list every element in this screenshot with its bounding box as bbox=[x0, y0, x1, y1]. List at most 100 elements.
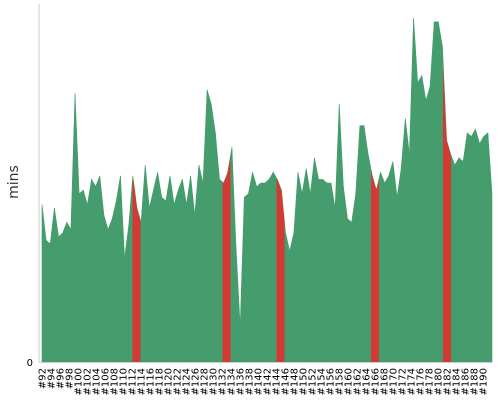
x-tick-label: #132 bbox=[218, 368, 229, 395]
area-segment bbox=[297, 172, 303, 363]
area-segment bbox=[107, 218, 113, 363]
x-tick-label: #94 bbox=[47, 368, 58, 389]
area-segment bbox=[78, 189, 84, 363]
x-tick-label: #136 bbox=[236, 368, 247, 395]
area-segment bbox=[438, 21, 443, 363]
area-segment bbox=[475, 129, 480, 363]
area-segment bbox=[182, 179, 187, 363]
area-segment bbox=[198, 165, 204, 363]
x-tick-label: #158 bbox=[335, 368, 346, 395]
x-tick-label: #152 bbox=[308, 368, 319, 395]
x-tick-label: #162 bbox=[353, 368, 364, 395]
x-tick-label: #108 bbox=[110, 368, 121, 395]
area-segment bbox=[70, 93, 76, 363]
x-tick-label: #182 bbox=[443, 368, 454, 395]
x-tick-label: #130 bbox=[209, 368, 220, 395]
area-segment bbox=[62, 222, 68, 363]
x-tick-label: #110 bbox=[119, 368, 130, 395]
y-tick-label: 0 bbox=[27, 358, 33, 369]
area-segment bbox=[413, 18, 418, 363]
x-tick-label: #178 bbox=[425, 368, 436, 395]
area-segment bbox=[99, 175, 105, 363]
area-segment bbox=[153, 172, 158, 363]
area-segment bbox=[343, 186, 348, 363]
failed-build-band bbox=[132, 179, 141, 362]
area-segment bbox=[82, 190, 88, 363]
area-segment bbox=[487, 132, 493, 363]
axes bbox=[38, 4, 492, 363]
area-segment bbox=[177, 179, 183, 363]
x-tick-label: #124 bbox=[182, 368, 193, 395]
area-segment bbox=[330, 182, 336, 363]
x-tick-label: #190 bbox=[479, 368, 490, 395]
x-tick-label: #140 bbox=[254, 368, 265, 395]
x-tick-label: #102 bbox=[83, 368, 94, 395]
x-tick-label: #114 bbox=[137, 368, 148, 395]
x-tick-label: #134 bbox=[227, 368, 238, 395]
area-segment bbox=[239, 197, 245, 363]
area-segment bbox=[186, 175, 191, 363]
area-segment bbox=[157, 172, 163, 363]
area-segment bbox=[334, 104, 340, 363]
area-segment bbox=[326, 182, 332, 363]
x-tick-label: #144 bbox=[272, 368, 283, 395]
area-segment bbox=[74, 93, 80, 363]
area-segment bbox=[289, 233, 295, 363]
x-tick-label: #186 bbox=[461, 368, 472, 395]
area-segment bbox=[49, 208, 55, 363]
area-segment bbox=[433, 21, 439, 363]
area-segment bbox=[305, 168, 311, 363]
x-tick-label: #170 bbox=[389, 368, 400, 395]
area-segment bbox=[206, 89, 212, 363]
failed-build-band bbox=[443, 59, 451, 363]
area-segment bbox=[347, 218, 352, 363]
area-segment bbox=[301, 168, 307, 363]
area-segment bbox=[95, 175, 101, 363]
area-segment bbox=[471, 128, 476, 363]
x-tick-label: #126 bbox=[191, 368, 202, 395]
area-segment bbox=[462, 132, 468, 363]
area-segment bbox=[248, 172, 253, 363]
area-segment bbox=[128, 175, 134, 363]
area-segment bbox=[388, 161, 394, 363]
x-tick-label: #104 bbox=[92, 368, 103, 395]
area-segment bbox=[215, 132, 220, 363]
area-segment bbox=[161, 196, 167, 363]
area-segment bbox=[318, 179, 324, 363]
area-segment bbox=[231, 147, 237, 363]
area-segment bbox=[58, 232, 63, 363]
area-segment bbox=[252, 172, 257, 363]
x-tick-label: #138 bbox=[245, 368, 256, 395]
area-segment bbox=[466, 132, 472, 363]
x-tick-label: #116 bbox=[146, 368, 157, 395]
x-tick-label: #188 bbox=[470, 368, 481, 395]
area-segment bbox=[338, 104, 344, 363]
area-segment bbox=[140, 165, 146, 363]
area-segment bbox=[417, 74, 423, 363]
area-segment bbox=[54, 208, 59, 363]
x-tick-label: #92 bbox=[38, 368, 49, 389]
area-series bbox=[41, 18, 493, 363]
area-segment bbox=[169, 175, 175, 363]
area-segment bbox=[91, 178, 96, 363]
area-segment bbox=[293, 172, 299, 363]
x-tick-label: #172 bbox=[398, 368, 409, 395]
area-segment bbox=[210, 104, 216, 363]
x-tick-label: #150 bbox=[299, 368, 310, 395]
area-segment bbox=[103, 215, 109, 363]
area-segment bbox=[392, 161, 398, 363]
x-tick-label: #156 bbox=[326, 368, 337, 395]
x-tick-label: #146 bbox=[281, 368, 292, 395]
area-segment bbox=[351, 193, 357, 363]
area-segment bbox=[384, 174, 390, 363]
area-segment bbox=[243, 193, 249, 363]
area-segment bbox=[268, 171, 274, 363]
x-tick-label: #180 bbox=[434, 368, 445, 395]
area-segment bbox=[66, 221, 72, 363]
area-segment bbox=[194, 165, 200, 363]
failed-build-band bbox=[276, 177, 285, 362]
area-segment bbox=[173, 190, 179, 363]
area-segment bbox=[425, 86, 431, 363]
x-tick-label: #176 bbox=[416, 368, 427, 395]
